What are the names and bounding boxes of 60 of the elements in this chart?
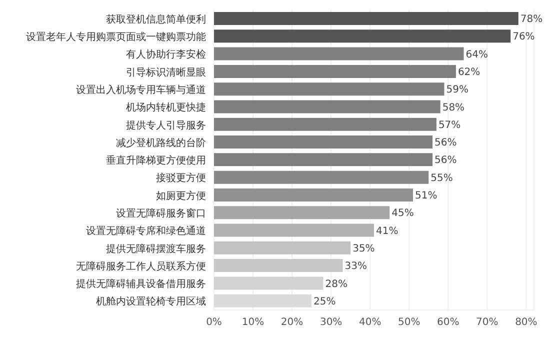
x-tick-label: 60% (437, 317, 460, 328)
y-tick-label: 机舱内设置轮椅专用区域 (96, 296, 206, 308)
data-label: 58% (442, 102, 465, 114)
bar (214, 241, 351, 254)
bar (214, 118, 436, 131)
x-tick-label: 10% (242, 317, 264, 328)
y-tick-label: 提供专人引导服务 (126, 119, 206, 132)
y-tick-label: 提供无障碍辅具设备借用服务 (76, 278, 206, 290)
bar (214, 82, 444, 96)
bar (214, 276, 324, 290)
data-label: 56% (434, 138, 457, 149)
y-tick-label: 如厕更方便 (156, 190, 206, 202)
data-label: 59% (446, 84, 468, 96)
data-label: 64% (466, 49, 488, 60)
bar (214, 100, 440, 114)
data-label: 35% (352, 243, 375, 254)
y-tick-label: 接驳更方便 (156, 172, 206, 184)
y-tick-label: 设置无障碍专席和绿色通道 (86, 225, 206, 238)
bar (214, 12, 518, 25)
data-label: 41% (376, 226, 398, 237)
y-tick-label: 设置老年人专用购票页面或一键购票功能 (26, 31, 206, 44)
data-label: 51% (415, 190, 438, 202)
y-tick-label: 减少登机路线的台阶 (116, 136, 206, 149)
bar (214, 294, 312, 308)
bar (214, 30, 511, 43)
data-label: 33% (344, 261, 368, 272)
data-label: 56% (434, 155, 457, 166)
y-tick-label: 提供无障碍摆渡车服务 (106, 242, 206, 255)
x-tick-label: 70% (476, 317, 498, 328)
x-tick-label: 30% (320, 317, 342, 328)
data-label: 78% (520, 14, 543, 26)
bar (214, 64, 456, 78)
data-label: 57% (438, 120, 461, 131)
y-tick-label: 设置出入机场专用车辆与通道 (76, 84, 206, 96)
bar (214, 136, 433, 149)
y-tick-label: 垂直升降梯更方便使用 (106, 154, 206, 167)
bar (214, 224, 374, 237)
data-label: 62% (458, 66, 480, 78)
data-label: 76% (512, 32, 535, 43)
x-tick-label: 20% (280, 317, 304, 328)
data-label: 55% (430, 172, 453, 184)
bar (214, 47, 464, 60)
data-label: 28% (325, 278, 348, 290)
x-tick-label: 0% (206, 317, 222, 328)
x-tick-label: 50% (398, 317, 420, 328)
y-tick-label: 机场内转机更快捷 (126, 102, 206, 114)
data-label: 25% (314, 296, 336, 308)
y-tick-label: 有人协助行李安检 (126, 48, 206, 61)
bar (214, 188, 414, 202)
data-label: 45% (392, 208, 414, 220)
y-tick-label: 获取登机信息简单便利 (106, 13, 206, 26)
y-tick-label: 设置无障碍服务窗口 (116, 207, 206, 220)
bar (214, 206, 390, 220)
x-tick-label: 80% (515, 317, 538, 328)
x-tick-label: 40% (358, 317, 382, 328)
bar (214, 153, 433, 166)
bar (214, 170, 429, 184)
bar (214, 259, 343, 272)
y-tick-label: 引导标识清晰显眼 (126, 66, 206, 78)
y-tick-label: 无障碍服务工作人员联系方便 (76, 260, 206, 272)
